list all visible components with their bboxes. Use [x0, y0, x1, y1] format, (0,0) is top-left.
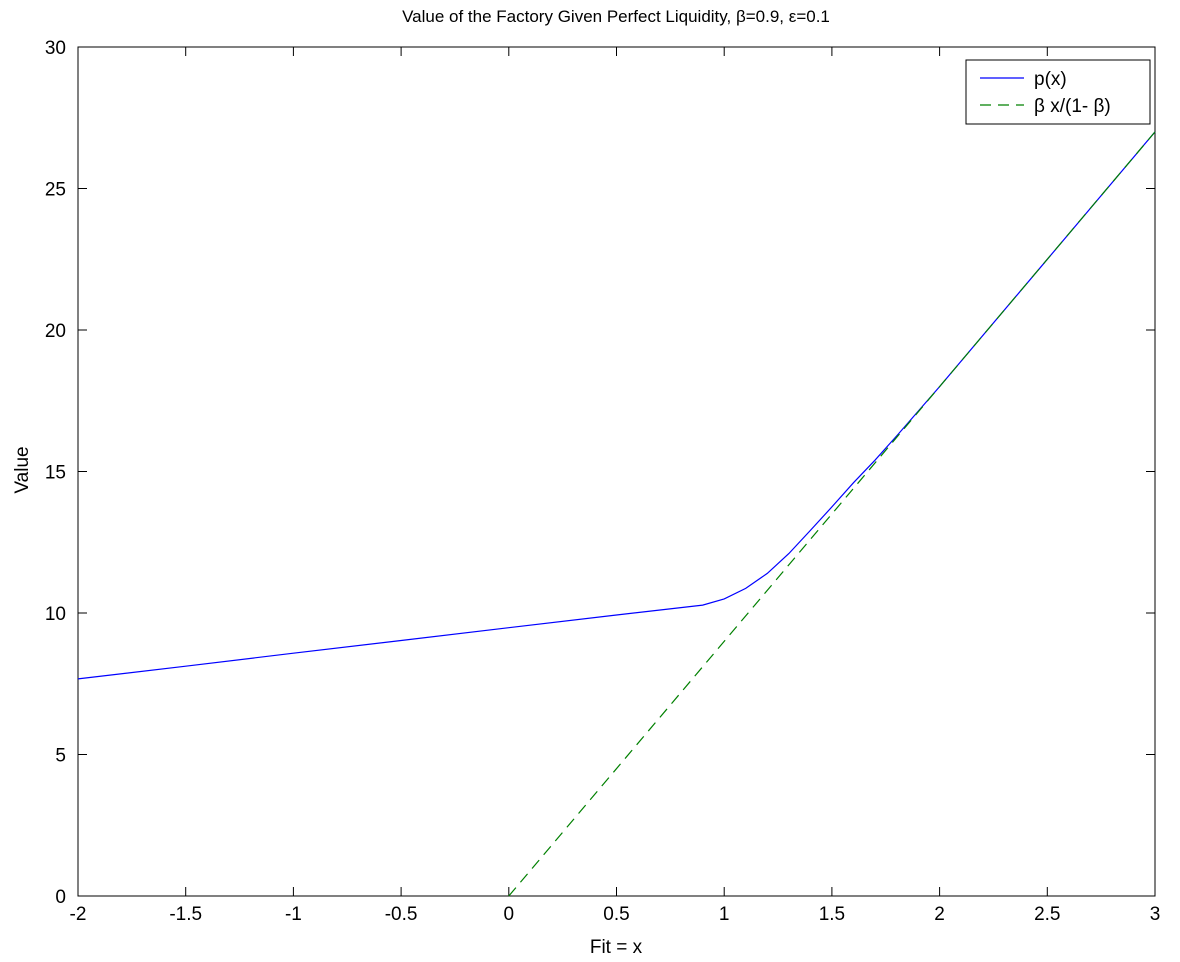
- legend-label-1: p(x): [1034, 69, 1067, 90]
- series-line-1: [77, 131, 1156, 680]
- x-tick-label: 2.5: [1034, 904, 1060, 925]
- x-tick-label: -2: [70, 904, 87, 925]
- x-tick-label: -1: [285, 904, 302, 925]
- x-axis-label: Fit = x: [590, 937, 643, 958]
- x-axis: -2 -1.5 -1 -0.5 0 0.5 1 1.5 2 2.5 3: [70, 47, 1161, 925]
- x-tick-label: 3: [1150, 904, 1161, 925]
- legend: p(x) β x/(1- β): [965, 59, 1151, 125]
- y-tick-label: 20: [45, 321, 66, 342]
- x-tick-label: 0: [504, 904, 515, 925]
- x-tick-label: 1: [719, 904, 730, 925]
- series-line-2: [508, 131, 1156, 897]
- y-tick-label: 25: [45, 180, 66, 201]
- x-tick-label: 2: [934, 904, 945, 925]
- chart-title: Value of the Factory Given Perfect Liqui…: [402, 7, 830, 26]
- y-axis: 0 5 10 15 20 25 30: [45, 38, 1155, 908]
- y-tick-label: 0: [55, 887, 66, 908]
- y-tick-label: 5: [55, 746, 66, 767]
- x-tick-label: 0.5: [603, 904, 629, 925]
- y-tick-label: 10: [45, 604, 66, 625]
- legend-label-2: β x/(1- β): [1034, 96, 1111, 117]
- series-lines: [77, 131, 1156, 897]
- x-tick-label: -0.5: [385, 904, 418, 925]
- x-tick-label: 1.5: [819, 904, 845, 925]
- y-tick-label: 15: [45, 463, 66, 484]
- x-tick-label: -1.5: [169, 904, 202, 925]
- plot-area: [77, 46, 1156, 897]
- y-tick-label: 30: [45, 38, 66, 59]
- legend-box: [965, 59, 1151, 125]
- y-axis-label: Value: [12, 446, 33, 493]
- plot-frame: [77, 46, 1156, 897]
